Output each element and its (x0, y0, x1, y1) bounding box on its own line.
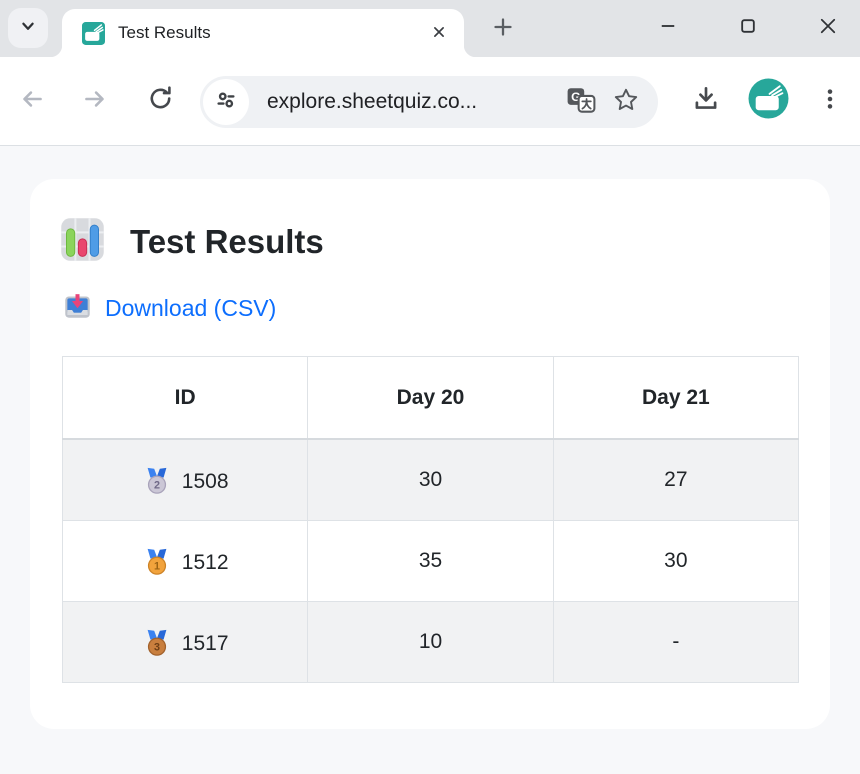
window-maximize-button[interactable] (720, 8, 776, 48)
id-value: 1508 (181, 470, 229, 493)
day20-cell: 30 (307, 438, 554, 521)
site-settings-button[interactable] (203, 79, 249, 125)
new-tab-button[interactable] (487, 13, 519, 45)
id-value: 1512 (181, 551, 229, 574)
reload-button[interactable] (140, 81, 180, 121)
window-close-button[interactable] (800, 8, 856, 48)
address-bar[interactable]: explore.sheetquiz.co... G (200, 76, 658, 128)
close-icon (430, 23, 448, 44)
back-button[interactable] (12, 81, 52, 121)
translate-icon: G (566, 85, 596, 120)
svg-text:2: 2 (154, 480, 160, 492)
minimize-icon (658, 16, 678, 41)
day21-cell: - (552, 601, 800, 683)
arrow-right-icon (80, 84, 110, 119)
inbox-tray-emoji-icon (63, 291, 92, 325)
id-cell: 2 1508 (61, 438, 309, 521)
menu-button[interactable] (810, 81, 850, 121)
browser-tab[interactable]: Test Results (50, 9, 476, 57)
tune-icon (213, 87, 239, 118)
translate-button[interactable]: G (566, 85, 596, 120)
table-row: 3 1517 10 - (61, 601, 800, 683)
svg-text:1: 1 (154, 561, 160, 573)
id-cell: 3 1517 (61, 601, 309, 683)
gold-medal-icon: 1 (147, 548, 167, 575)
sheetquiz-favicon-icon (82, 21, 105, 45)
plus-icon (491, 15, 515, 44)
table-row: 1 1512 35 30 (61, 520, 800, 602)
tab-title: Test Results (118, 23, 211, 42)
star-icon (612, 86, 640, 119)
browser-toolbar: explore.sheetquiz.co... G (0, 57, 860, 146)
table-header: ID Day 20 Day 21 (61, 356, 800, 440)
header-row: ID Day 20 Day 21 (61, 356, 800, 440)
table-body: 2 1508 30 27 1 151 (61, 438, 800, 683)
column-header-id: ID (61, 356, 309, 440)
results-table: ID Day 20 Day 21 2 1508 (61, 356, 800, 683)
download-row: Download (CSV) (30, 267, 830, 325)
bronze-medal-icon: 3 (147, 629, 167, 656)
window-minimize-button[interactable] (640, 8, 696, 48)
close-icon (818, 16, 838, 41)
table-row: 2 1508 30 27 (61, 438, 800, 521)
tab-strip: Test Results (0, 0, 860, 57)
day20-cell: 35 (307, 520, 554, 602)
column-header-day20: Day 20 (307, 356, 554, 440)
forward-button[interactable] (75, 81, 115, 121)
svg-text:3: 3 (154, 642, 160, 654)
page-title: Test Results (130, 223, 324, 260)
id-value: 1517 (181, 632, 229, 655)
reload-icon (146, 84, 175, 118)
results-card: Test Results Download (CSV) (30, 179, 830, 729)
day21-cell: 30 (552, 520, 800, 602)
bar-chart-emoji-icon (60, 217, 105, 267)
id-cell: 1 1512 (61, 520, 309, 602)
page-content: Test Results Download (CSV) (0, 146, 860, 773)
silver-medal-icon: 2 (147, 467, 167, 494)
chevron-down-icon (17, 15, 39, 42)
download-csv-link[interactable]: Download (CSV) (105, 294, 277, 321)
maximize-icon (738, 16, 758, 41)
three-dot-menu-icon (817, 86, 843, 117)
sheetquiz-avatar-icon (748, 78, 789, 124)
column-header-day21: Day 21 (552, 356, 800, 440)
arrow-left-icon (17, 84, 47, 119)
tab-close-button[interactable] (424, 18, 454, 48)
day21-cell: 27 (552, 438, 800, 521)
url-text[interactable]: explore.sheetquiz.co... (267, 90, 478, 113)
svg-text:G: G (571, 90, 581, 104)
bookmark-button[interactable] (612, 86, 640, 119)
page-title-row: Test Results (30, 179, 830, 267)
downloads-button[interactable] (686, 81, 726, 121)
download-icon (691, 84, 721, 119)
profile-avatar[interactable] (748, 78, 789, 124)
tab-search-button[interactable] (8, 8, 48, 48)
day20-cell: 10 (307, 601, 554, 683)
